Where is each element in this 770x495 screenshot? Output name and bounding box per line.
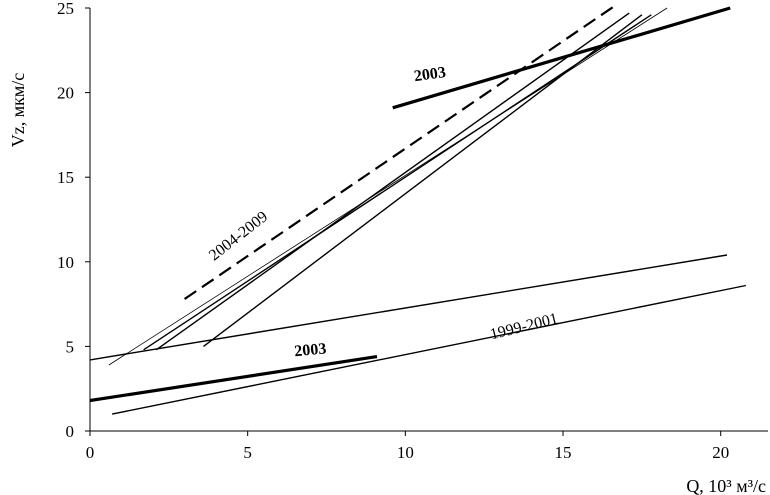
- annotation-label-4: 1999-2001: [488, 310, 559, 343]
- series-line-8: [155, 12, 630, 351]
- x-axis-title: Q, 10³ м³/с: [686, 476, 766, 495]
- x-tick-label: 20: [712, 443, 729, 462]
- y-tick-label: 0: [66, 422, 75, 441]
- y-axis-title: Vz, мкм/с: [8, 73, 28, 148]
- series-line-2: [90, 254, 728, 361]
- series-line-9: [203, 14, 643, 347]
- series-line-3: [90, 355, 378, 403]
- x-tick-label: 15: [555, 443, 572, 462]
- y-tick-label: 5: [66, 337, 75, 356]
- x-tick-label: 0: [86, 443, 95, 462]
- annotation-label-3: 2003: [294, 341, 327, 361]
- annotation-label-1: 2003: [413, 64, 447, 85]
- x-tick-label: 10: [397, 443, 414, 462]
- annotation-label-2: 2004-2009: [206, 208, 271, 264]
- series-line-6: [108, 7, 668, 366]
- series-layer: [90, 4, 747, 415]
- series-line-7: [143, 14, 652, 351]
- annotations-layer: 2003 2004-2009 2003 1999-2001: [206, 64, 560, 360]
- y-tick-label: 20: [57, 84, 74, 103]
- y-tick-label: 15: [57, 168, 74, 187]
- y-tick-label: 10: [57, 253, 74, 272]
- ticks-layer: 0 5 10 15 20 0 5 10 15 20 25: [57, 0, 729, 462]
- series-line-4: [392, 6, 731, 110]
- y-tick-label: 25: [57, 0, 74, 18]
- series-line-1: [111, 284, 747, 415]
- x-tick-label: 5: [243, 443, 252, 462]
- series-line-5: [183, 4, 618, 300]
- axes-layer: [89, 8, 768, 432]
